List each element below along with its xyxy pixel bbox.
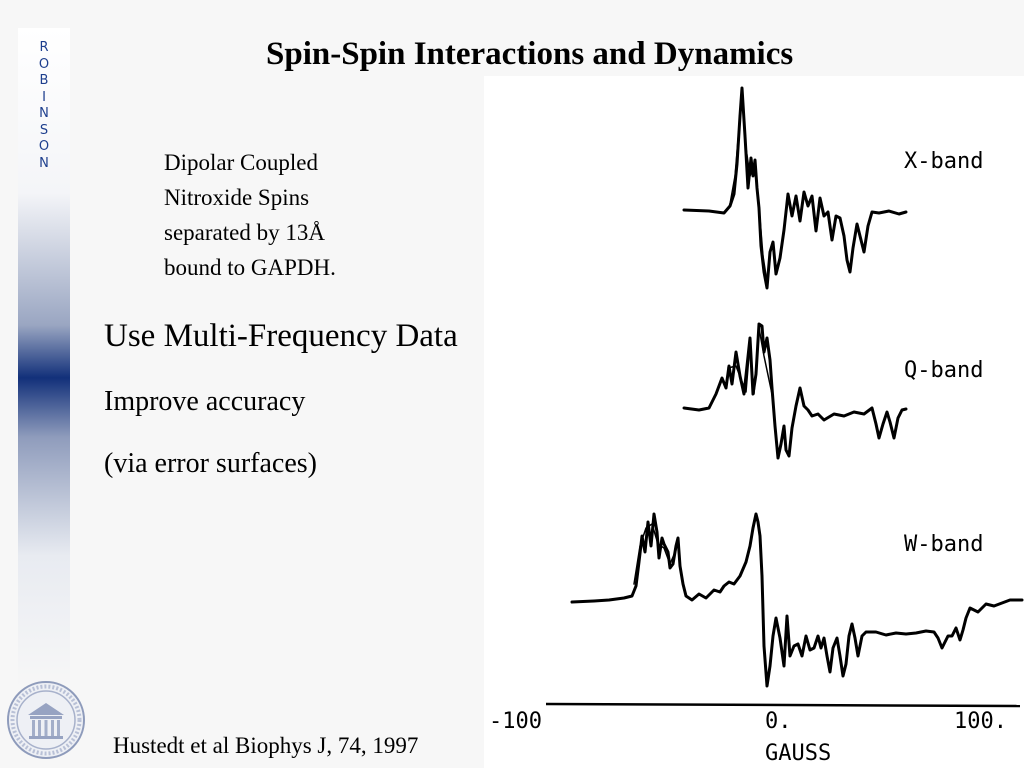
caption-line: Dipolar Coupled [164,150,318,175]
w-band-spectrum-fit [633,523,677,585]
sidebar-letter: B [39,73,49,88]
caption-line: Nitroxide Spins [164,185,310,210]
axis-tick-label: 100. [954,709,1007,734]
sidebar-letter: N [39,106,49,121]
sidebar-letter: S [39,122,49,138]
q-band-spectrum-trace [682,322,908,460]
figure-caption: Dipolar Coupled Nitroxide Spins separate… [164,145,336,285]
x-band-label: X-band [904,149,983,174]
sidebar-letter: N [39,155,49,171]
w-band-spectrum-trace [570,512,1024,688]
x-band-spectrum-trace [682,86,908,290]
field-axis-line [545,702,1021,708]
bullet-text: Improve accuracy [104,386,306,417]
sidebar-letter: O [38,56,50,72]
slide-title: Spin-Spin Interactions and Dynamics [266,36,794,72]
sidebar-vertical-name: R O B I N S O N [18,40,70,172]
q-band-label: Q-band [904,358,983,383]
sidebar-letter: O [38,139,50,154]
w-band-label: W-band [904,532,983,557]
sidebar-letter: I [42,89,46,105]
axis-tick-label: 0. [765,709,792,734]
epr-spectra-plot: X-band Q-band W-band -100 0. 100. GAUSS [489,86,1024,766]
caption-line: separated by 13Å [164,220,325,245]
sidebar-gradient-bar: R O B I N S O N [18,28,70,688]
axis-tick-label: -100 [489,709,542,734]
university-seal-icon [7,681,85,759]
section-heading: Use Multi-Frequency Data [104,318,458,354]
epr-spectra-figure: X-band Q-band W-band -100 0. 100. GAUSS [484,76,1024,768]
axis-label-gauss: GAUSS [765,741,831,766]
citation: Hustedt et al Biophys J, 74, 1997 [113,733,419,758]
sidebar-letter: R [39,40,49,55]
bullet-text: (via error surfaces) [104,448,317,479]
q-band-spectrum-fit [727,327,779,455]
x-band-spectrum-fit [729,97,768,283]
caption-line: bound to GAPDH. [164,255,336,280]
